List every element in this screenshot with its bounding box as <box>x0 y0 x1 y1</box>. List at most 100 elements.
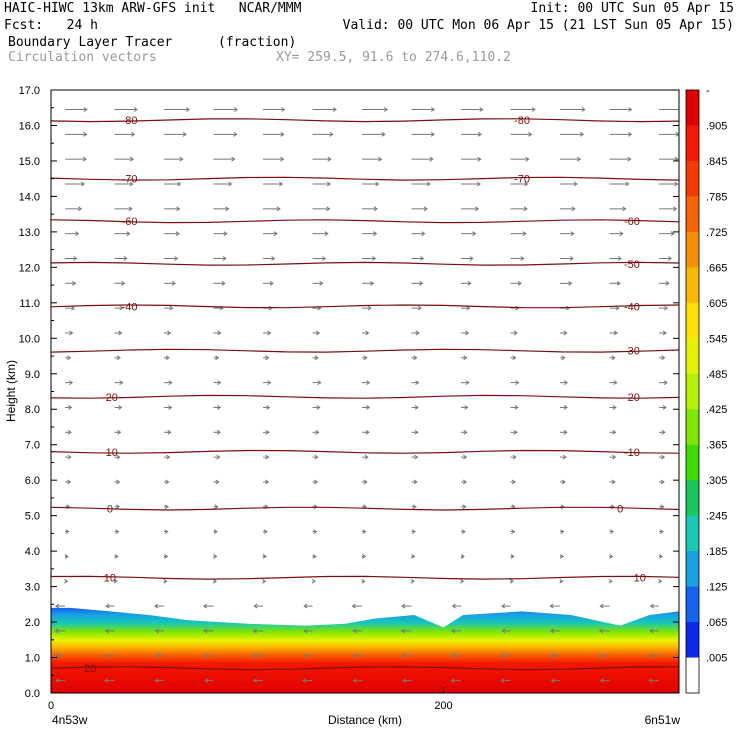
wind-vector <box>312 181 331 187</box>
colorbar-label: .365 <box>706 440 727 452</box>
wind-vector <box>361 578 366 584</box>
field-units: (fraction) <box>218 35 297 50</box>
wind-vector <box>203 628 214 634</box>
wind-vector <box>451 628 461 634</box>
wind-vector <box>609 280 621 286</box>
contour-label: -20 <box>624 392 640 404</box>
wind-vector <box>658 554 664 559</box>
y-tick-label: 13.0 <box>19 227 40 239</box>
wind-vector <box>549 603 560 609</box>
wind-vector <box>609 405 617 410</box>
colorbar-swatch <box>686 409 699 446</box>
wind-vector <box>411 355 418 361</box>
wind-vector <box>659 330 667 336</box>
wind-vector <box>362 131 386 137</box>
wind-vector <box>510 107 536 112</box>
wind-vector <box>312 131 334 137</box>
wind-vector <box>401 603 412 609</box>
wind-vector <box>114 380 124 386</box>
contour-label: -70 <box>122 174 138 186</box>
wind-vector <box>510 156 530 162</box>
colorbar-label: .305 <box>706 475 727 487</box>
wind-vector <box>164 206 181 212</box>
wind-vector <box>55 678 65 684</box>
wind-vector <box>410 578 415 584</box>
wind-vector <box>411 405 419 410</box>
x-tick-label: 0 <box>48 700 54 712</box>
temperature-contour: 10 10 <box>51 573 679 585</box>
wind-vector <box>560 131 585 137</box>
wind-vector <box>510 206 528 212</box>
wind-vector <box>609 305 620 311</box>
wind-vector <box>164 107 191 112</box>
wind-vector <box>361 554 367 559</box>
wind-vector <box>263 380 272 386</box>
wind-vector <box>461 256 474 261</box>
wind-vector <box>609 454 617 460</box>
wind-vector <box>659 206 678 212</box>
y-tick-label: 2.0 <box>25 617 40 629</box>
wind-vector <box>212 578 217 584</box>
colorbar-label: .785 <box>706 191 727 203</box>
wind-vector <box>411 231 426 237</box>
contour-label: -70 <box>514 174 530 186</box>
wind-vector <box>510 380 520 386</box>
wind-vector <box>312 280 324 286</box>
y-tick-label: 7.0 <box>25 440 40 452</box>
wind-vector <box>164 280 176 286</box>
wind-vector <box>560 454 567 460</box>
colorbar-label: .425 <box>706 404 727 416</box>
wind-vector <box>262 578 267 584</box>
wind-vector <box>154 678 164 684</box>
contour-label: 0 <box>617 504 623 516</box>
wind-vector <box>352 653 362 659</box>
temperature-contour: 20 <box>51 663 679 675</box>
wind-vector <box>164 429 172 435</box>
wind-vector <box>65 256 78 261</box>
wind-vector <box>114 231 131 237</box>
colorbar-swatch <box>686 444 699 481</box>
wind-vector <box>263 206 281 212</box>
wind-vector <box>213 504 219 510</box>
contour-label: 20 <box>84 663 96 675</box>
wind-vector <box>599 678 610 684</box>
wind-vector <box>560 280 573 286</box>
wind-vector <box>65 231 80 237</box>
contour-label: -60 <box>624 216 640 228</box>
wind-vector <box>54 653 65 659</box>
wind-vector <box>609 380 618 386</box>
wind-vector <box>362 107 389 112</box>
wind-vector <box>103 678 115 684</box>
wind-vector <box>609 231 624 237</box>
wind-vector <box>263 479 270 485</box>
wind-vector <box>213 231 228 237</box>
wind-vector <box>312 479 319 485</box>
y-tick-label: 3.0 <box>25 582 40 594</box>
wind-vector <box>114 355 121 361</box>
wind-vector <box>263 405 271 410</box>
wind-vector <box>510 131 533 137</box>
xy-range: XY= 259.5, 91.6 to 274.6,110.2 <box>276 50 511 65</box>
wind-vector <box>311 578 316 584</box>
vector-name: Circulation vectors <box>8 50 157 65</box>
y-tick-label: 16.0 <box>19 120 40 132</box>
contour-label: -30 <box>624 346 640 358</box>
wind-vector <box>65 305 76 311</box>
wind-vector <box>510 529 516 535</box>
wind-vector <box>65 107 88 112</box>
wind-vector <box>252 628 263 634</box>
wind-vector <box>560 429 568 435</box>
wind-vector <box>510 454 517 460</box>
circulation-vectors <box>54 107 679 684</box>
wind-vector <box>609 554 614 559</box>
wind-vector <box>461 405 469 410</box>
wind-vector <box>213 479 220 485</box>
wind-vector <box>312 231 329 237</box>
wind-vector <box>114 330 123 336</box>
wind-vector <box>411 529 416 535</box>
wind-vector <box>65 206 83 212</box>
wind-vector <box>263 330 272 336</box>
wind-vector <box>648 653 659 659</box>
wind-vector <box>202 603 214 609</box>
